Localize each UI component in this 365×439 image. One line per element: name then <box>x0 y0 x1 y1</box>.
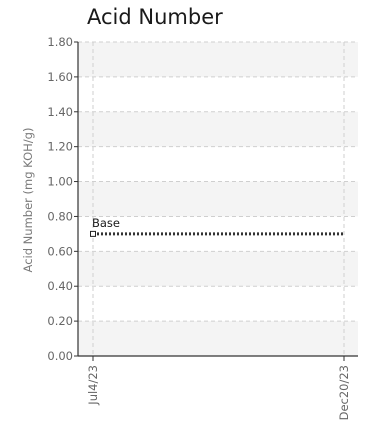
y-ticks: 0.00 0.20 0.40 0.60 0.80 1.00 1.20 1.40 1.60 1.80 <box>47 35 78 363</box>
y-tick-label: 0.40 <box>47 279 73 293</box>
series-layer: Base <box>90 216 344 237</box>
y-tick-label: 0.60 <box>47 244 73 258</box>
x-ticks: Jul4/23 Dec20/23 <box>86 356 351 420</box>
y-tick-label: 1.20 <box>47 140 73 154</box>
annotation-label: Base <box>92 216 120 230</box>
y-tick-label: 0.80 <box>47 209 73 223</box>
y-tick-label: 0.00 <box>47 349 73 363</box>
plot-bands <box>78 42 358 356</box>
x-tick-label: Dec20/23 <box>337 365 351 420</box>
y-tick-label: 1.00 <box>47 175 73 189</box>
y-axis-label: Acid Number (mg KOH/g) <box>21 128 35 273</box>
axes <box>77 42 358 357</box>
x-tick-label: Jul4/23 <box>86 365 100 406</box>
y-tick-label: 1.40 <box>47 105 73 119</box>
plot-band <box>78 251 358 287</box>
plot-band <box>78 181 358 217</box>
y-tick-label: 1.80 <box>47 35 73 49</box>
series-start-marker <box>90 230 96 237</box>
plot-band <box>78 321 358 356</box>
gridlines <box>78 41 358 356</box>
plot-band <box>78 111 358 147</box>
y-tick-label: 1.60 <box>47 70 73 84</box>
chart-title: Acid Number <box>87 5 223 29</box>
y-tick-label: 0.20 <box>47 314 73 328</box>
plot-band <box>78 42 358 77</box>
